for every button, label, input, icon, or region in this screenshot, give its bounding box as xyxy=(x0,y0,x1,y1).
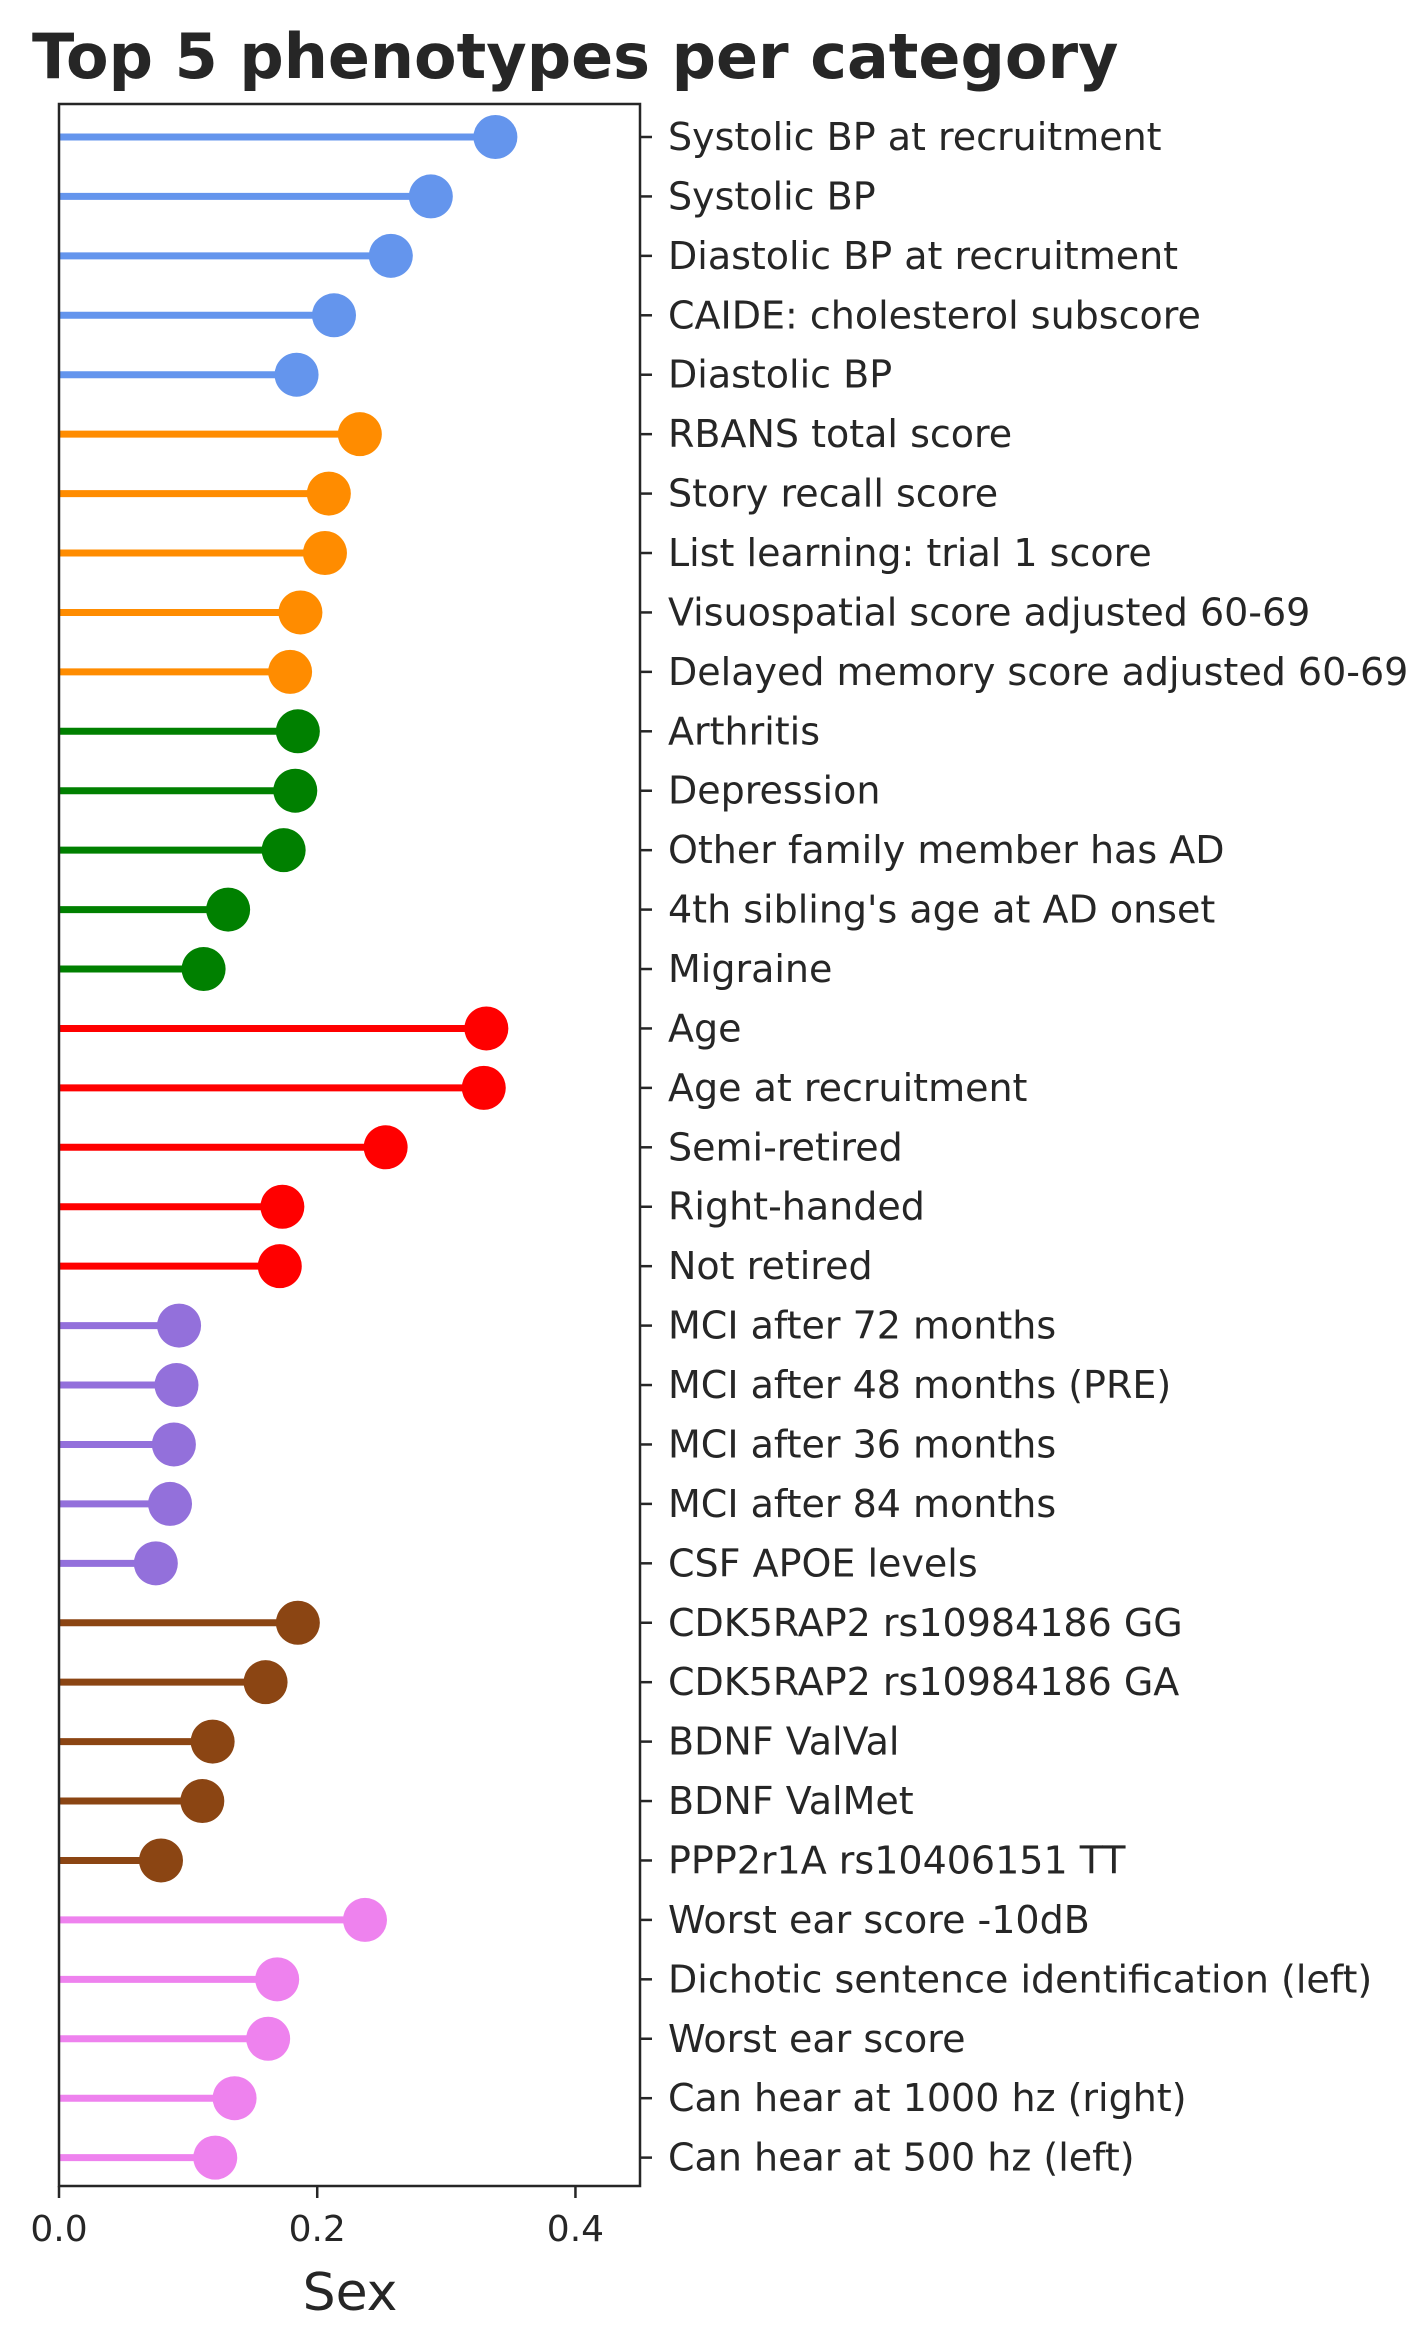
y-tick-label: CSF APOE levels xyxy=(668,1541,978,1585)
plot-area xyxy=(59,115,518,2180)
y-tick-label: PPP2r1A rs10406151 TT xyxy=(668,1838,1126,1882)
lollipop-marker xyxy=(243,1660,288,1705)
x-tick-label: 0.0 xyxy=(30,2209,87,2250)
y-tick-label: BDNF ValVal xyxy=(668,1720,899,1764)
axes: Systolic BP at recruitment Systolic BP Dia… xyxy=(30,115,1408,2250)
y-tick-label: CDK5RAP2 rs10984186 GG xyxy=(668,1601,1183,1645)
y-tick-label: Diastolic BP xyxy=(668,353,892,397)
y-tick-label: CDK5RAP2 rs10984186 GA xyxy=(668,1660,1179,1704)
lollipop-marker xyxy=(212,2076,257,2121)
lollipop-marker xyxy=(260,1184,305,1229)
lollipop-marker xyxy=(312,293,357,338)
lollipop-marker xyxy=(133,1541,178,1586)
y-tick-label: Arthritis xyxy=(668,709,820,753)
lollipop-marker xyxy=(275,709,320,754)
y-tick-label: Right-handed xyxy=(668,1185,925,1229)
y-tick-label: List learning: trial 1 score xyxy=(668,531,1152,575)
y-tick-label: Depression xyxy=(668,769,880,813)
y-tick-label: Story recall score xyxy=(668,472,998,516)
y-tick-label: MCI after 84 months xyxy=(668,1482,1056,1526)
y-tick-label: Not retired xyxy=(668,1244,873,1288)
lollipop-marker xyxy=(181,947,226,992)
y-tick-label: Age at recruitment xyxy=(668,1066,1027,1110)
y-tick-label: Can hear at 500 hz (left) xyxy=(668,2136,1135,2180)
lollipop-marker xyxy=(268,649,313,694)
y-tick-label: CAIDE: cholesterol subscore xyxy=(668,293,1201,337)
lollipop-marker xyxy=(363,1125,408,1170)
lollipop-marker xyxy=(278,590,323,635)
y-tick-label: Worst ear score -10dB xyxy=(668,1898,1090,1942)
axes-frame xyxy=(57,102,642,2188)
y-tick-label: Systolic BP xyxy=(668,174,876,218)
y-tick-label: Age xyxy=(668,1006,742,1050)
lollipop-marker xyxy=(337,412,382,457)
y-tick-label: BDNF ValMet xyxy=(668,1779,914,1823)
lollipop-marker xyxy=(154,1363,199,1408)
lollipop-marker xyxy=(138,1838,183,1883)
lollipop-marker xyxy=(151,1422,196,1467)
lollipop-marker xyxy=(461,1065,506,1110)
lollipop-marker xyxy=(190,1719,235,1764)
lollipop-marker xyxy=(255,1957,300,2002)
y-tick-label: MCI after 48 months (PRE) xyxy=(668,1363,1171,1407)
lollipop-marker xyxy=(473,115,518,159)
lollipop-marker xyxy=(274,352,319,397)
y-tick-label: RBANS total score xyxy=(668,412,1012,456)
lollipop-marker xyxy=(206,887,251,932)
y-tick-label: Visuospatial score adjusted 60-69 xyxy=(668,590,1310,634)
y-tick-label: Systolic BP at recruitment xyxy=(668,115,1162,159)
y-tick-label: Migraine xyxy=(668,947,832,991)
lollipop-marker xyxy=(257,1244,302,1289)
lollipop-marker xyxy=(464,1006,509,1051)
chart-title: Top 5 phenotypes per category xyxy=(32,20,1118,93)
lollipop-marker xyxy=(306,471,351,516)
lollipop-marker xyxy=(408,174,453,219)
lollipop-marker xyxy=(193,2135,238,2180)
y-tick-label: Semi-retired xyxy=(668,1125,903,1169)
lollipop-marker xyxy=(342,1897,387,1942)
y-tick-label: MCI after 36 months xyxy=(668,1422,1056,1466)
y-tick-label: Can hear at 1000 hz (right) xyxy=(668,2076,1187,2120)
y-tick-label: Worst ear score xyxy=(668,2017,965,2061)
y-tick-label: 4th sibling's age at AD onset xyxy=(668,888,1215,932)
lollipop-marker xyxy=(302,531,347,576)
y-tick-label: Delayed memory score adjusted 60-69 xyxy=(668,650,1408,694)
lollipop-marker xyxy=(368,233,413,278)
y-tick-label: Other family member has AD xyxy=(668,828,1224,872)
y-tick-label: Diastolic BP at recruitment xyxy=(668,234,1178,278)
lollipop-marker xyxy=(261,828,306,873)
lollipop-marker xyxy=(275,1600,320,1645)
x-tick-label: 0.4 xyxy=(547,2209,604,2250)
lollipop-marker xyxy=(157,1303,202,1348)
y-tick-label: MCI after 72 months xyxy=(668,1304,1056,1348)
lollipop-marker xyxy=(246,2016,291,2061)
lollipop-marker xyxy=(148,1481,193,1526)
x-axis-label: Sex xyxy=(303,2263,398,2323)
x-tick-label: 0.2 xyxy=(289,2209,346,2250)
lollipop-marker xyxy=(273,768,318,813)
lollipop-marker xyxy=(180,1779,225,1824)
y-tick-label: Dichotic sentence identification (left) xyxy=(668,1957,1372,2001)
